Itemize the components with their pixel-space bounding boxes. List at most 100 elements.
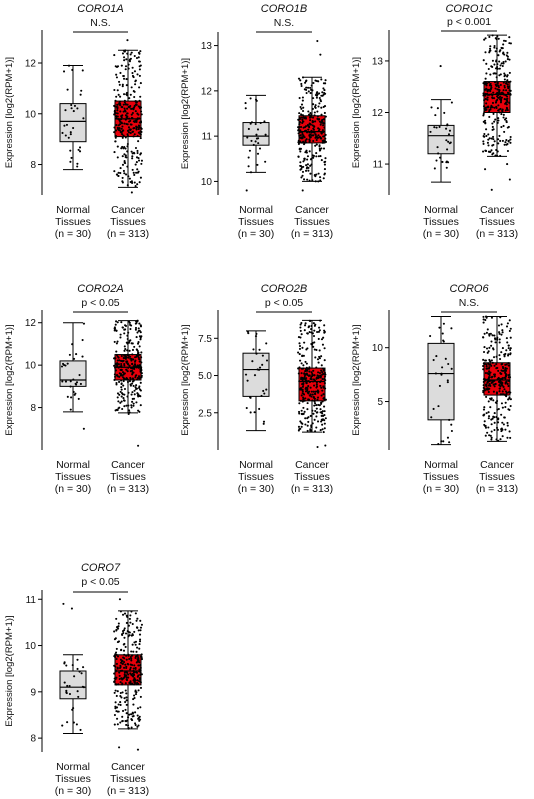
data-point — [136, 151, 139, 155]
data-point — [134, 326, 138, 330]
data-point — [434, 114, 437, 117]
data-point — [495, 59, 498, 63]
data-point — [260, 394, 263, 397]
data-point — [123, 627, 126, 630]
data-point — [134, 722, 137, 725]
data-point — [489, 73, 492, 76]
data-point — [494, 83, 497, 86]
data-point — [497, 376, 500, 379]
data-point — [76, 165, 79, 168]
data-point — [446, 436, 450, 439]
data-point — [119, 95, 122, 98]
data-point — [499, 139, 502, 143]
data-point — [127, 676, 130, 679]
data-point — [500, 333, 503, 336]
cancer-box — [113, 598, 143, 751]
data-point — [508, 376, 512, 379]
data-point — [299, 427, 302, 430]
y-tick-label: 8 — [30, 734, 36, 745]
data-point — [131, 672, 134, 675]
data-point — [133, 54, 136, 58]
data-point — [131, 152, 134, 155]
data-point — [506, 126, 509, 129]
data-point — [71, 343, 74, 346]
data-point — [115, 329, 118, 332]
data-point — [505, 349, 508, 352]
data-point — [482, 336, 485, 339]
data-point — [487, 67, 490, 71]
data-point — [72, 378, 75, 381]
data-point — [127, 320, 131, 323]
data-point — [139, 121, 143, 124]
data-point — [121, 163, 125, 166]
data-point — [138, 715, 141, 718]
data-point — [307, 420, 310, 423]
data-point — [487, 144, 490, 147]
data-point — [115, 617, 118, 620]
data-point — [303, 341, 306, 344]
data-point — [116, 103, 119, 106]
data-point — [76, 107, 79, 110]
data-point — [313, 329, 316, 332]
data-point — [116, 89, 119, 92]
x-label-line1: Cancer — [295, 459, 329, 471]
data-point — [450, 429, 453, 433]
data-point — [437, 405, 440, 408]
data-point — [316, 358, 320, 361]
data-point — [303, 141, 306, 144]
y-tick-label: 2.5 — [198, 408, 212, 419]
data-point — [116, 655, 120, 658]
data-point — [119, 390, 122, 393]
data-point — [129, 132, 132, 135]
data-point — [450, 423, 453, 426]
data-point — [310, 395, 313, 398]
data-point — [257, 368, 261, 371]
data-point — [125, 122, 128, 126]
data-point — [124, 154, 127, 157]
data-point — [499, 107, 502, 110]
data-point — [316, 420, 320, 423]
data-point — [123, 387, 127, 391]
data-point — [509, 141, 512, 144]
data-point — [250, 121, 253, 124]
y-tick-label: 12 — [25, 318, 37, 329]
data-point — [134, 656, 137, 659]
data-point — [258, 407, 261, 411]
data-point — [316, 398, 319, 401]
data-point — [305, 382, 308, 385]
data-point — [441, 332, 444, 335]
data-point — [305, 79, 308, 82]
data-point — [435, 159, 438, 162]
data-point — [249, 411, 252, 414]
data-point — [261, 354, 264, 357]
data-point — [131, 715, 134, 718]
data-point — [119, 664, 122, 667]
data-point — [300, 362, 303, 365]
data-point — [309, 172, 312, 175]
data-point — [114, 135, 118, 138]
data-point — [132, 675, 135, 678]
data-point — [298, 380, 301, 383]
y-axis-label: Expression [log2(RPM+1)] — [180, 58, 191, 169]
data-point — [492, 347, 495, 350]
data-point — [491, 128, 494, 131]
data-point — [126, 671, 129, 674]
data-point — [135, 401, 138, 404]
data-point — [482, 358, 485, 361]
data-point — [323, 422, 326, 425]
significance-label: p < 0.001 — [447, 16, 491, 28]
data-point — [485, 316, 488, 319]
data-point — [494, 67, 498, 70]
data-point — [121, 125, 124, 128]
data-point — [301, 346, 304, 349]
data-point — [499, 98, 502, 101]
data-point — [309, 386, 312, 389]
data-point — [482, 94, 485, 97]
data-point — [502, 385, 505, 388]
data-point — [323, 126, 326, 129]
data-point — [119, 336, 122, 339]
data-point — [492, 112, 495, 115]
data-point — [500, 323, 503, 326]
data-point — [121, 662, 125, 665]
